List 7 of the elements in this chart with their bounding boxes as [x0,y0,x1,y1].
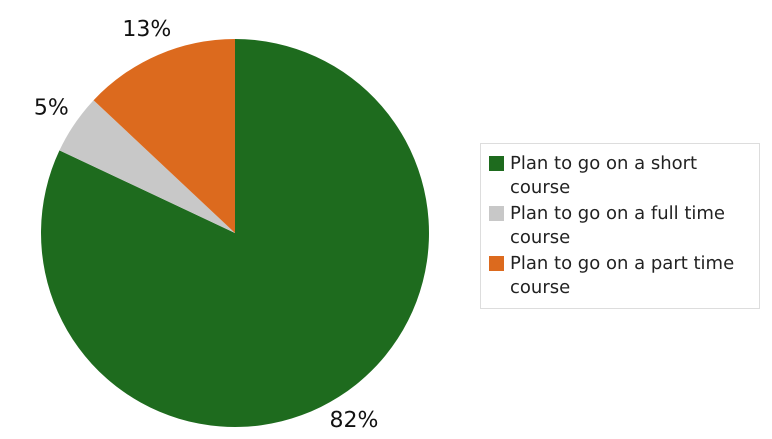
legend-label: Plan to go on a part time course [510,252,736,300]
data-label: 5% [34,96,69,121]
data-label: 13% [122,16,172,42]
legend-label: Plan to go on a short course [510,152,698,200]
data-label: 82% [330,408,378,433]
legend-label: Plan to go on a full time course [510,202,726,250]
pie-slice [94,39,235,233]
